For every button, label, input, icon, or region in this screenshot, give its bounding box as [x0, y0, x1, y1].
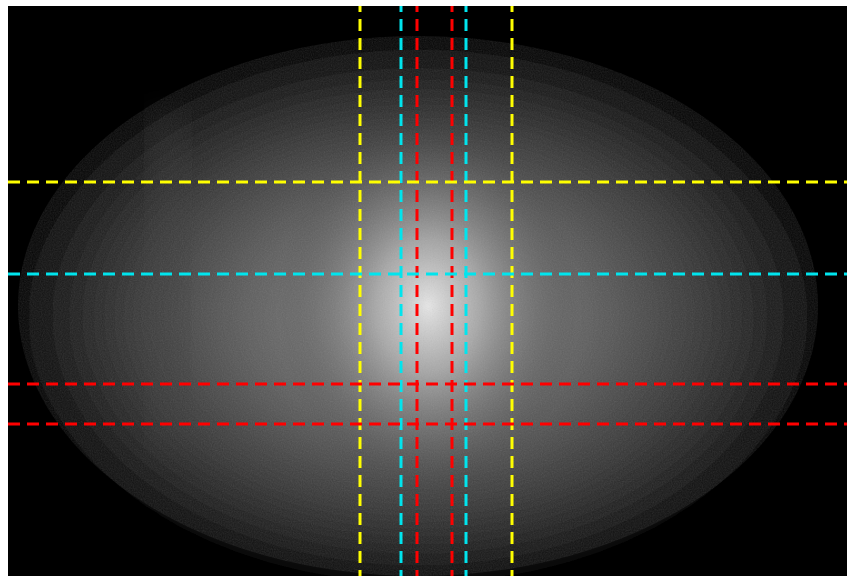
beam-profile-image [8, 6, 847, 576]
guide-lines [8, 6, 847, 576]
